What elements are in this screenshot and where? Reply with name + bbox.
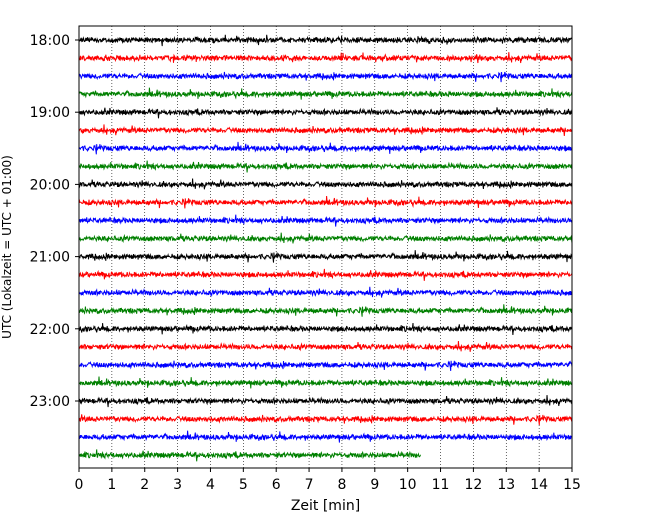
trace-line [78,286,573,298]
x-axis-label: Zeit [min] [291,498,360,514]
trace-line [78,250,573,263]
x-tick-label: 4 [206,477,215,493]
x-tick-label: 0 [75,477,84,493]
x-tick-label: 11 [432,477,450,493]
x-axis-ticks: 0 1 2 3 4 5 6 7 8 9 10 11 12 13 14 15 [75,468,581,493]
trace-line [78,52,573,64]
y-axis-label: UTC (Lokalzeit = UTC + 01:00) [0,155,14,339]
trace-line [78,268,573,281]
trace-line [78,124,573,136]
y-tick-label: 18:00 [30,33,70,49]
x-tick-label: 14 [530,477,548,493]
plot-frame [78,25,573,469]
trace-line [78,395,573,408]
y-axis-ticks: 18:00 19:00 20:00 21:00 22:00 23:00 [30,33,79,410]
trace-line [78,376,573,389]
trace-line [78,141,573,155]
trace-line [78,34,573,47]
x-tick-label: 10 [399,477,417,493]
x-tick-label: 2 [140,477,149,493]
trace-line [78,232,573,244]
x-tick-label: 9 [370,477,379,493]
trace-line [78,87,573,100]
x-tick-label: 8 [337,477,346,493]
x-tick-label: 13 [497,477,515,493]
trace-line [78,322,573,335]
trace-line [78,107,573,119]
y-tick-label: 23:00 [30,394,70,410]
x-tick-label: 3 [173,477,182,493]
y-tick-label: 21:00 [30,250,70,266]
trace-line [78,414,573,426]
x-tick-label: 6 [272,477,281,493]
trace-line [78,195,573,209]
trace-line [78,340,573,352]
trace-line [79,449,421,462]
trace-line [78,214,573,227]
x-tick-label: 12 [464,477,482,493]
x-tick-label: 15 [563,477,581,493]
x-tick-label: 7 [305,477,314,493]
trace-line [78,71,573,83]
trace-line [78,304,572,317]
y-tick-label: 22:00 [30,322,70,338]
y-tick-label: 19:00 [30,105,70,121]
y-tick-label: 20:00 [30,177,70,193]
x-tick-label: 1 [107,477,116,493]
trace-line [78,178,573,190]
trace-line [78,430,573,443]
trace-line [78,160,573,173]
trace-line [78,360,573,371]
x-tick-label: 5 [239,477,248,493]
trace-group [78,34,573,462]
